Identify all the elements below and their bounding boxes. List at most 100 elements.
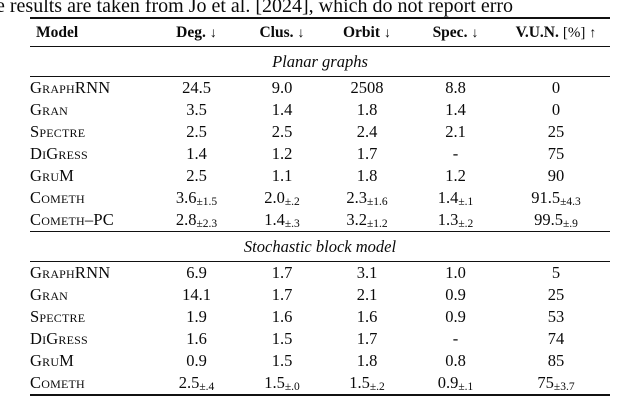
- down-arrow-icon: ↓: [384, 25, 392, 41]
- table-row: DiGress 1.4 1.2 1.7 - 75: [30, 143, 610, 165]
- metric-value: 1.1: [239, 165, 325, 187]
- table-row: GraphRNN 6.9 1.7 3.1 1.0 5: [30, 262, 610, 285]
- metric-value: 1.2: [239, 143, 325, 165]
- value-text: 74: [547, 329, 565, 348]
- value-text: 3.2: [346, 210, 367, 229]
- value-text: 8.8: [445, 78, 466, 97]
- metric-value: 0.9: [409, 306, 502, 328]
- down-arrow-icon: ↓: [471, 25, 479, 41]
- value-text: 1.5: [271, 351, 293, 370]
- metric-value: 1.4±.1: [409, 187, 502, 209]
- value-text: 14.1: [182, 285, 211, 304]
- col-header-orbit: Orbit ↓: [325, 18, 409, 47]
- value-text: 3.6: [175, 188, 197, 207]
- metric-value: 91.5±4.3: [502, 187, 610, 209]
- table-row: GraphRNN 24.5 9.0 2508 8.8 0: [30, 77, 610, 100]
- value-text: 1.7: [271, 263, 293, 282]
- value-text: 90: [547, 166, 565, 185]
- model-name: Cometh: [30, 373, 85, 392]
- metric-value: 0.8: [409, 350, 502, 372]
- value-text: 3.1: [356, 263, 378, 282]
- metric-value: -: [409, 143, 502, 165]
- error-margin: ±1.6: [366, 196, 388, 208]
- value-text: 25: [547, 285, 565, 304]
- model-name: Cometh–PC: [30, 210, 114, 229]
- value-text: 0: [551, 100, 561, 119]
- metric-value: 0.9±.1: [409, 372, 502, 395]
- value-text: 1.8: [356, 100, 378, 119]
- value-text: 1.7: [356, 144, 378, 163]
- section-title: Stochastic block model: [30, 231, 610, 262]
- value-text: 9.0: [271, 78, 293, 97]
- value-text: 2.1: [445, 122, 466, 141]
- header-row: Model Deg. ↓ Clus. ↓ Orbit ↓ Spec. ↓ V.U.N.[…: [30, 18, 610, 47]
- metric-value: 1.2: [409, 165, 502, 187]
- metric-value: -: [409, 328, 502, 350]
- table-row: GruM 0.9 1.5 1.8 0.8 85: [30, 350, 610, 372]
- metric-value: 1.5±.2: [325, 372, 409, 395]
- value-text: 2.4: [356, 122, 378, 141]
- error-margin: ±1.2: [366, 218, 388, 230]
- col-header-label: V.U.N.: [515, 23, 559, 41]
- metric-value: 2.1: [325, 284, 409, 306]
- value-text: 3.5: [186, 100, 207, 119]
- metric-value: 14.1: [154, 284, 239, 306]
- metric-value: 3.5: [154, 99, 239, 121]
- value-text: 1.2: [271, 144, 293, 163]
- metric-value: 1.8: [325, 350, 409, 372]
- model-name: Spectre: [30, 307, 86, 326]
- value-text: 0.9: [445, 307, 466, 326]
- metric-value: 74: [502, 328, 610, 350]
- section-row: Planar graphs: [30, 46, 610, 77]
- error-margin: ±4.3: [560, 196, 581, 208]
- table-row: DiGress 1.6 1.5 1.7 - 74: [30, 328, 610, 350]
- metric-value: 1.7: [325, 143, 409, 165]
- value-text: 5: [551, 263, 561, 282]
- metric-value: 2.5±.4: [154, 372, 239, 395]
- value-text: 1.3: [437, 210, 459, 229]
- metric-value: 1.4: [409, 99, 502, 121]
- value-text: 1.4: [445, 100, 466, 119]
- value-text: 0.9: [445, 285, 466, 304]
- col-header-model: Model: [30, 18, 154, 47]
- value-text: 0.8: [445, 351, 466, 370]
- col-header-spec: Spec. ↓: [409, 18, 502, 47]
- metric-value: 25: [502, 121, 610, 143]
- error-margin: ±.4: [199, 381, 215, 393]
- metric-value: 99.5±.9: [502, 209, 610, 232]
- metric-value: 2.5: [154, 165, 239, 187]
- metric-value: 2.5: [154, 121, 239, 143]
- metric-value: 1.7: [239, 284, 325, 306]
- value-text: 1.5: [271, 329, 293, 348]
- metric-value: 53: [502, 306, 610, 328]
- metric-value: 5: [502, 262, 610, 285]
- metric-value: 2.3±1.6: [325, 187, 409, 209]
- value-text: 0.9: [437, 373, 459, 392]
- value-text: 0.9: [186, 351, 207, 370]
- metric-value: 1.4±.3: [239, 209, 325, 232]
- error-margin: ±.2: [284, 196, 300, 208]
- metric-value: 1.7: [239, 262, 325, 285]
- down-arrow-icon: ↓: [209, 25, 217, 41]
- down-arrow-icon: ↓: [297, 25, 305, 41]
- value-text: 2.5: [178, 373, 200, 392]
- value-text: 2.1: [356, 285, 378, 304]
- table-row: Cometh 3.6±1.5 2.0±.2 2.3±1.6 1.4±.1 91.5±4.3: [30, 187, 610, 209]
- metric-value: 1.4: [239, 99, 325, 121]
- table-row: Gran 3.5 1.4 1.8 1.4 0: [30, 99, 610, 121]
- value-text: 1.7: [271, 285, 293, 304]
- metric-value: 8.8: [409, 77, 502, 100]
- model-name: GruM: [30, 351, 75, 370]
- table-row: Gran 14.1 1.7 2.1 0.9 25: [30, 284, 610, 306]
- value-text: -: [452, 144, 459, 163]
- value-text: 0: [551, 78, 561, 97]
- value-text: 6.9: [186, 263, 207, 282]
- error-margin: ±.2: [369, 381, 385, 393]
- value-text: 1.9: [186, 307, 207, 326]
- model-name: GruM: [30, 166, 75, 185]
- metric-value: 0.9: [409, 284, 502, 306]
- metric-value: 1.4: [154, 143, 239, 165]
- value-text: 2.5: [186, 166, 207, 185]
- table-row: Cometh 2.5±.4 1.5±.0 1.5±.2 0.9±.1 75±3.7: [30, 372, 610, 395]
- metric-value: 2.5: [239, 121, 325, 143]
